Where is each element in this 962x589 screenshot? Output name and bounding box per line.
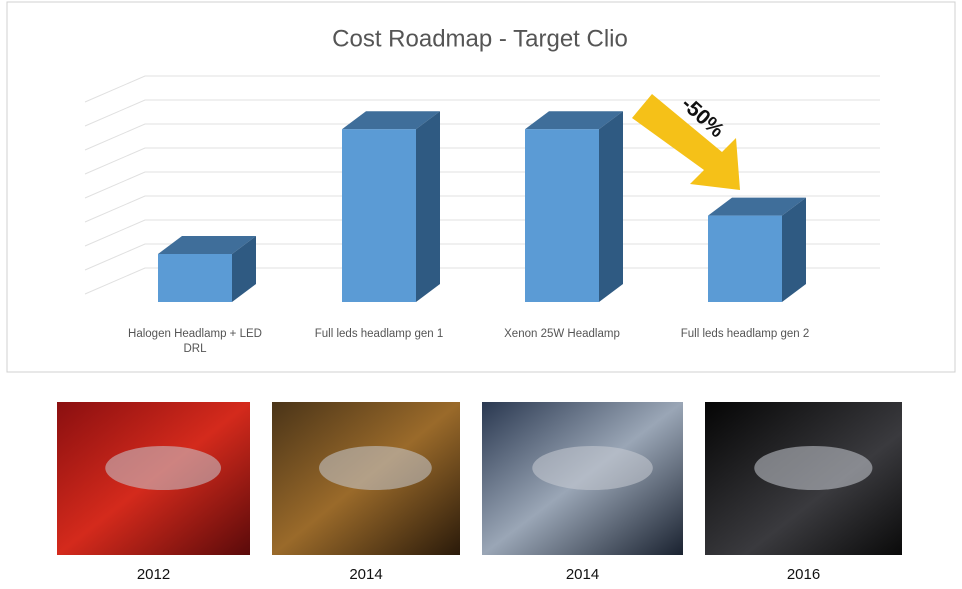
- x-tick-label-box: Full leds headlamp gen 2: [680, 328, 810, 340]
- x-tick-label-box: Full leds headlamp gen 1: [314, 328, 444, 340]
- chart-title: Cost Roadmap - Target Clio: [332, 25, 628, 52]
- bar: [158, 236, 256, 302]
- grid-line: [84, 243, 880, 271]
- x-tick-label-box: Xenon 25W Headlamp: [504, 328, 620, 340]
- bar: [342, 111, 440, 302]
- photos: 2012 2014 2014 2016: [57, 402, 902, 583]
- photo-year: 2014: [349, 566, 382, 583]
- grid-line: [84, 75, 880, 103]
- bar-front: [158, 254, 232, 302]
- grid-line: [84, 147, 880, 175]
- bar-top: [342, 111, 440, 130]
- photo-year: 2016: [787, 566, 820, 583]
- headlamp: [754, 446, 873, 490]
- headlamp: [319, 446, 432, 490]
- bars: [158, 111, 806, 302]
- bar-side: [232, 236, 256, 302]
- bar-front: [708, 215, 782, 302]
- bar: [525, 111, 623, 302]
- x-tick-label: Halogen Headlamp + LED DRL: [128, 328, 262, 355]
- grid-line: [84, 123, 880, 151]
- x-tick-label-box: Halogen Headlamp + LED DRL: [128, 328, 262, 355]
- bar-side: [599, 111, 623, 302]
- arrow: [632, 94, 740, 190]
- x-tick-label: Full leds headlamp gen 2: [680, 328, 810, 340]
- bar-front: [525, 129, 599, 302]
- headlamp: [105, 446, 222, 490]
- grid-line: [84, 267, 880, 295]
- bar-top: [525, 111, 623, 130]
- bar-top: [708, 197, 806, 216]
- bar: [708, 197, 806, 302]
- grid-line: [84, 99, 880, 127]
- bar-side: [782, 197, 806, 302]
- headlamp: [532, 446, 653, 490]
- bar-side: [416, 111, 440, 302]
- x-tick-label: Xenon 25W Headlamp: [504, 328, 620, 340]
- grid-line: [84, 219, 880, 247]
- grid: [84, 75, 880, 295]
- photo-year: 2012: [137, 566, 170, 583]
- chart-frame: [6, 1, 956, 373]
- bar-top: [158, 236, 256, 254]
- x-tick-label: Full leds headlamp gen 1: [314, 328, 444, 340]
- photo-year: 2014: [566, 566, 599, 583]
- grid-line: [84, 195, 880, 223]
- grid-line: [84, 171, 880, 199]
- bar-front: [342, 129, 416, 302]
